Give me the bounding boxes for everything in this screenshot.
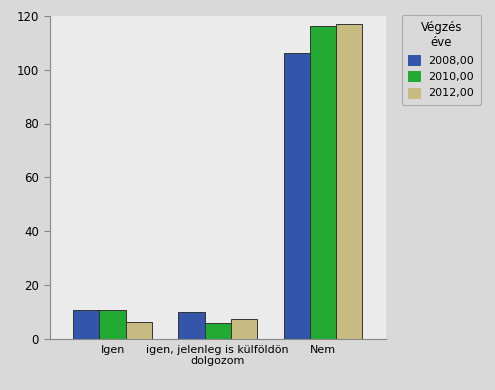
Bar [284, 53, 310, 339]
Bar [231, 319, 257, 339]
Bar [126, 322, 152, 339]
Bar [73, 310, 99, 339]
Bar [204, 323, 231, 339]
Bar [310, 27, 336, 339]
Bar [99, 310, 126, 339]
Bar [336, 24, 362, 339]
Bar [178, 312, 204, 339]
Legend: 2008,00, 2010,00, 2012,00: 2008,00, 2010,00, 2012,00 [402, 15, 481, 105]
